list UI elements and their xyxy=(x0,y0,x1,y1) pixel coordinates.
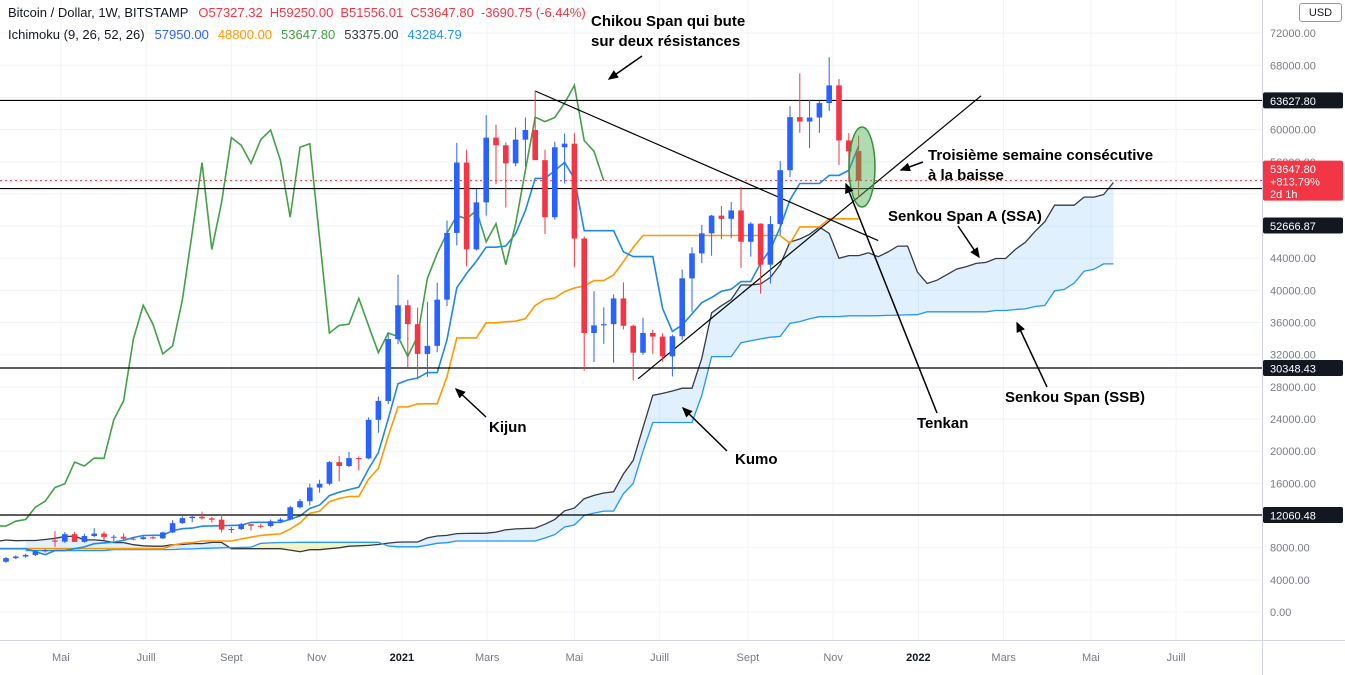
annotation-chikou: Chikou Span qui bute sur deux résistance… xyxy=(591,13,746,50)
annotation-kumo: Kumo xyxy=(735,451,778,468)
svg-text:20000.00: 20000.00 xyxy=(1270,446,1316,458)
symbol-row: Bitcoin / Dollar, 1W, BITSTAMP O57327.32 H… xyxy=(8,5,593,27)
price-axis-badge xyxy=(1263,359,1343,376)
annotation-arrow xyxy=(845,182,938,414)
svg-text:Juill: Juill xyxy=(1167,652,1186,664)
svg-text:8000.00: 8000.00 xyxy=(1270,543,1310,555)
annotation-arrow xyxy=(899,161,924,172)
svg-text:32000.00: 32000.00 xyxy=(1270,350,1316,362)
annotation-arrow xyxy=(957,225,980,259)
price-axis-badge xyxy=(1263,92,1343,109)
svg-text:30348.43: 30348.43 xyxy=(1270,363,1316,375)
svg-text:Mars: Mars xyxy=(475,652,500,664)
highlight-ellipse[interactable] xyxy=(848,126,876,208)
candles-layer xyxy=(3,57,862,563)
ohlc-token: -3690.75 (-6.44%) xyxy=(480,5,586,20)
senkou-span-a-line xyxy=(0,182,1114,553)
svg-text:2021: 2021 xyxy=(390,652,414,664)
svg-text:Juill: Juill xyxy=(650,652,669,664)
svg-text:68000.00: 68000.00 xyxy=(1270,60,1316,72)
annotation-third-week: Troisième semaine consécutive à la baiss… xyxy=(928,147,1154,184)
trendline[interactable] xyxy=(534,90,879,242)
plot-area[interactable] xyxy=(0,0,1262,640)
ohlc-token: B51556.01 xyxy=(340,5,404,20)
symbol-title[interactable]: Bitcoin / Dollar, 1W, BITSTAMP xyxy=(8,5,189,20)
svg-text:2022: 2022 xyxy=(906,652,930,664)
trendline[interactable] xyxy=(637,95,982,380)
annotation-arrow xyxy=(1016,321,1048,388)
indicator-row: Ichimoku (9, 26, 52, 26) 57950.00 48800.00… xyxy=(8,27,593,49)
svg-text:72000.00: 72000.00 xyxy=(1270,28,1316,40)
annotation-arrow xyxy=(454,387,487,418)
indicator-value: 43284.79 xyxy=(407,27,462,42)
ohlc-token: C53647.80 xyxy=(410,5,474,20)
svg-text:16000.00: 16000.00 xyxy=(1270,478,1316,490)
indicator-values: 57950.00 48800.00 53647.80 53375.00 43284.79 xyxy=(155,27,471,42)
svg-text:Juill: Juill xyxy=(137,652,156,664)
svg-text:60000.00: 60000.00 xyxy=(1270,125,1316,137)
ohlc-token: H59250.00 xyxy=(269,5,334,20)
annotation-arrow xyxy=(607,55,643,80)
svg-text:Mai: Mai xyxy=(566,652,584,664)
annotation-tenkan: Tenkan xyxy=(917,415,969,432)
kijun-line xyxy=(0,218,859,550)
senkou-span-b-line xyxy=(25,263,1114,552)
svg-text:36000.00: 36000.00 xyxy=(1270,318,1316,330)
svg-text:44000.00: 44000.00 xyxy=(1270,253,1316,265)
svg-text:0.00: 0.00 xyxy=(1270,607,1291,619)
ohlc-token: O57327.32 xyxy=(198,5,263,20)
currency-toggle-button[interactable]: USD xyxy=(1299,3,1342,22)
svg-text:12060.48: 12060.48 xyxy=(1270,511,1316,523)
svg-text:Mars: Mars xyxy=(991,652,1016,664)
svg-text:24000.00: 24000.00 xyxy=(1270,414,1316,426)
svg-text:53647.80: 53647.80 xyxy=(1270,164,1316,176)
ohlc-values: O57327.32 H59250.00 B51556.01 C53647.80 -369… xyxy=(198,5,592,20)
price-axis-badge xyxy=(1263,507,1343,524)
kumo-cloud xyxy=(25,182,1114,552)
svg-text:Sept: Sept xyxy=(220,652,243,664)
chikou-line xyxy=(0,83,605,527)
svg-text:Nov: Nov xyxy=(307,652,327,664)
svg-text:Nov: Nov xyxy=(823,652,843,664)
indicator-value: 53647.80 xyxy=(281,27,336,42)
annotation-ssa: Senkou Span A (SSA) xyxy=(888,208,1042,225)
svg-text:28000.00: 28000.00 xyxy=(1270,382,1316,394)
svg-text:40000.00: 40000.00 xyxy=(1270,285,1316,297)
svg-text:4000.00: 4000.00 xyxy=(1270,575,1310,587)
svg-text:+813.79%: +813.79% xyxy=(1270,177,1320,189)
price-axis-badge xyxy=(1263,217,1343,234)
svg-text:2d 1h: 2d 1h xyxy=(1270,189,1298,201)
svg-text:63627.80: 63627.80 xyxy=(1270,96,1316,108)
svg-text:Mai: Mai xyxy=(1082,652,1100,664)
annotation-arrow xyxy=(681,406,728,452)
price-axis[interactable]: 72000.0068000.0060000.0056000.0044000.00… xyxy=(1263,28,1343,619)
svg-text:Sept: Sept xyxy=(737,652,760,664)
indicator-value: 48800.00 xyxy=(217,27,273,42)
legend: Bitcoin / Dollar, 1W, BITSTAMP O57327.32 H… xyxy=(8,5,593,49)
svg-text:52666.87: 52666.87 xyxy=(1270,221,1316,233)
annotation-ssb: Senkou Span (SSB) xyxy=(1005,389,1146,406)
svg-text:Mai: Mai xyxy=(52,652,70,664)
indicator-title[interactable]: Ichimoku (9, 26, 52, 26) xyxy=(8,27,145,42)
annotation-kijun: Kijun xyxy=(489,419,527,436)
indicator-value: 53375.00 xyxy=(344,27,399,42)
indicator-value: 57950.00 xyxy=(154,27,209,42)
time-axis[interactable]: Mai Juill Sept Nov 2021 Mars Mai Juill Sept Nov 20… xyxy=(52,652,1186,664)
price-axis-badge xyxy=(1263,160,1343,201)
